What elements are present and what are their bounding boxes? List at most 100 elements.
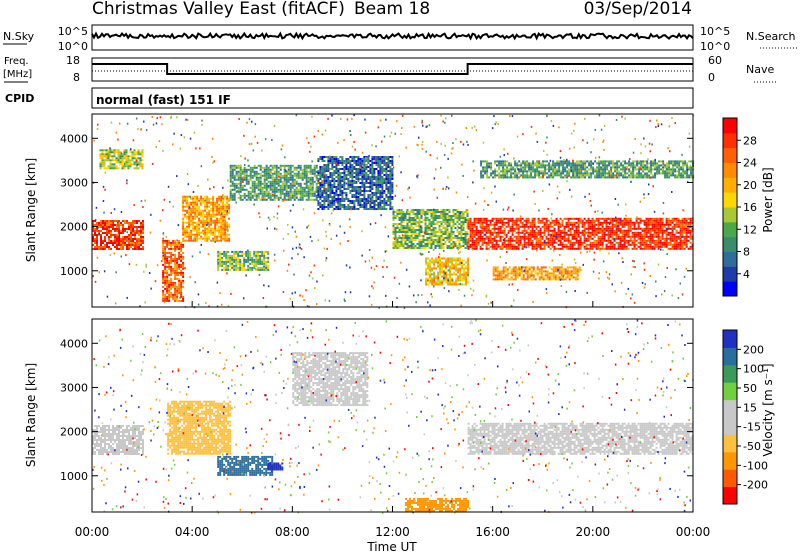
data-cell <box>601 235 604 238</box>
data-cell <box>259 180 262 183</box>
data-cell <box>339 156 342 158</box>
data-cell <box>206 239 209 242</box>
data-cell <box>475 239 478 242</box>
data-cell <box>599 243 602 246</box>
data-cell <box>577 235 580 238</box>
data-cell <box>367 182 370 184</box>
data-cell <box>637 231 640 234</box>
data-cell <box>497 217 500 220</box>
data-cell <box>381 180 384 182</box>
data-cell <box>521 247 524 250</box>
data-cell <box>333 182 336 184</box>
data-cell <box>414 237 417 239</box>
data-cell <box>283 176 286 179</box>
data-cell <box>131 155 134 158</box>
data-cell <box>449 277 452 280</box>
data-cell <box>96 234 98 236</box>
data-cell <box>263 186 266 189</box>
data-cell <box>261 252 264 255</box>
data-cell <box>471 237 474 240</box>
power-cells <box>92 114 695 309</box>
data-cell <box>675 245 678 248</box>
data-cell <box>455 259 458 262</box>
data-cell <box>194 229 197 232</box>
data-cell <box>141 167 144 170</box>
data-cell <box>239 188 242 191</box>
data-cell <box>351 184 354 186</box>
data-cell <box>489 229 492 232</box>
data-cell <box>679 237 682 240</box>
data-cell <box>505 235 508 238</box>
data-cell <box>583 229 586 232</box>
data-cell <box>176 257 179 260</box>
data-cell <box>293 192 296 195</box>
data-cell <box>279 172 282 175</box>
data-cell <box>559 241 562 244</box>
data-cell <box>447 265 450 268</box>
data-cell <box>391 168 394 170</box>
data-cell <box>243 188 246 191</box>
data-cell <box>357 180 360 182</box>
data-cell <box>113 151 116 154</box>
data-cell <box>263 176 266 179</box>
data-cell <box>243 268 246 271</box>
data-cell <box>186 203 189 206</box>
data-cell <box>251 184 254 187</box>
data-cell <box>216 235 219 238</box>
data-cell <box>114 240 116 242</box>
data-cell <box>174 287 177 290</box>
data-cell <box>202 215 205 218</box>
data-cell <box>410 221 413 223</box>
data-cell <box>671 239 674 242</box>
data-cell <box>174 253 177 256</box>
data-cell <box>325 180 328 182</box>
data-cell <box>317 194 320 196</box>
data-cell <box>621 233 624 236</box>
data-cell <box>601 237 604 240</box>
data-cell <box>235 266 238 269</box>
data-cell <box>355 192 358 194</box>
data-cell <box>115 161 118 164</box>
data-cell <box>289 196 292 199</box>
data-cell <box>412 219 415 221</box>
data-cell <box>295 188 298 191</box>
data-cell <box>239 194 242 197</box>
data-cell <box>259 174 262 177</box>
data-cell <box>613 231 616 234</box>
data-cell <box>233 178 236 181</box>
data-cell <box>456 247 459 249</box>
data-cell <box>537 237 540 240</box>
data-cell <box>457 259 460 262</box>
data-cell <box>255 166 258 169</box>
data-cell <box>511 231 514 234</box>
data-cell <box>351 160 354 162</box>
data-cell <box>377 180 380 182</box>
data-cell <box>253 250 256 253</box>
data-cell <box>135 161 138 164</box>
data-cell <box>359 194 362 196</box>
data-cell <box>439 259 442 262</box>
data-cell <box>446 231 449 233</box>
data-cell <box>231 194 234 197</box>
data-cell <box>343 172 346 174</box>
data-cell <box>400 237 403 239</box>
data-cell <box>293 180 296 183</box>
data-cell <box>431 257 434 260</box>
data-cell <box>465 277 468 280</box>
data-cell <box>511 219 514 222</box>
data-cell <box>591 219 594 222</box>
data-cell <box>420 247 423 249</box>
data-cell <box>325 198 328 200</box>
data-cell <box>235 252 238 255</box>
data-cell <box>138 234 140 236</box>
data-cell <box>192 197 195 200</box>
data-cell <box>625 245 628 248</box>
data-cell <box>293 196 296 199</box>
data-cell <box>391 190 394 192</box>
data-cell <box>130 242 132 244</box>
data-cell <box>467 271 470 274</box>
data-cell <box>444 243 447 245</box>
data-cell <box>357 162 360 164</box>
data-cell <box>225 256 228 259</box>
data-cell <box>227 266 230 269</box>
